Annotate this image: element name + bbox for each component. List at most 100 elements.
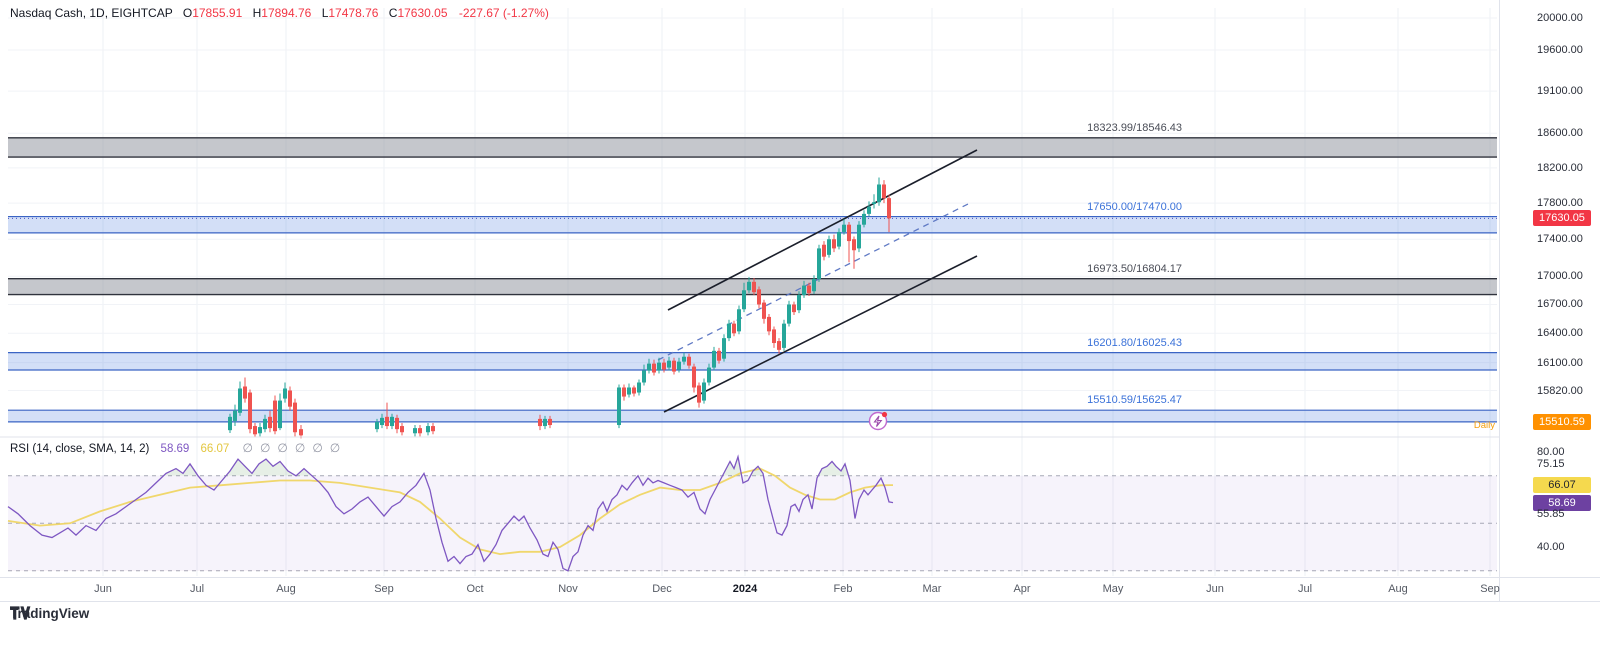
candle-body xyxy=(722,338,726,359)
ohlc-close-key: C xyxy=(388,6,398,20)
symbol-legend[interactable]: Nasdaq Cash, 1D, EIGHTCAP O17855.91 H178… xyxy=(10,6,549,20)
circle-slash-icon[interactable]: ∅ xyxy=(259,441,278,455)
candle-body xyxy=(632,387,636,394)
candle-body xyxy=(857,224,861,249)
zone-blue xyxy=(8,410,1497,422)
candle-body xyxy=(642,370,646,383)
candle-body xyxy=(273,400,277,432)
time-tick-label: Jul xyxy=(1297,583,1313,595)
rsi-line xyxy=(7,454,894,572)
candle-body xyxy=(837,231,841,247)
candle-body xyxy=(792,304,796,313)
tradingview-mark-icon xyxy=(10,606,31,620)
trendline[interactable] xyxy=(663,255,978,413)
rsi-current-value: 58.69 xyxy=(160,443,190,455)
tradingview-logo[interactable]: TradingView xyxy=(10,606,89,621)
trendline[interactable] xyxy=(667,149,978,311)
rsi-tick-label: 40.00 xyxy=(1537,541,1565,553)
price-tick-label: 15820.00 xyxy=(1537,384,1583,397)
time-tick-label: Nov xyxy=(558,583,578,595)
candle-body xyxy=(697,385,701,403)
candle-body xyxy=(431,426,435,432)
candle-body xyxy=(727,323,731,339)
candle-body xyxy=(538,418,542,427)
candle-body xyxy=(426,426,430,433)
circle-slash-icon[interactable]: ∅ xyxy=(242,441,260,455)
candle-body xyxy=(682,356,686,362)
candle-body xyxy=(757,289,761,305)
alert-marker-icon[interactable] xyxy=(868,411,888,431)
time-tick-label: Feb xyxy=(833,583,853,595)
candle-body xyxy=(707,367,711,383)
time-tick-label: Dec xyxy=(652,583,672,595)
symbol-title[interactable]: Nasdaq Cash, 1D, EIGHTCAP xyxy=(10,6,173,20)
last-price-chip: 17630.05 xyxy=(1533,210,1591,226)
channel-midline[interactable] xyxy=(657,201,973,361)
circle-slash-icon[interactable]: ∅ xyxy=(277,441,295,455)
candle-body xyxy=(375,421,379,430)
candle-body xyxy=(395,417,399,430)
zone-label: 18323.99/18546.43 xyxy=(1087,121,1182,134)
plot-area[interactable]: 18323.99/18546.43 17650.00/17470.00 16973.… xyxy=(0,0,1500,577)
alert-marker-part xyxy=(873,415,883,427)
candle-body xyxy=(802,285,806,296)
circle-slash-icon[interactable]: ∅ xyxy=(294,441,313,455)
rsi-ma-line xyxy=(7,467,894,556)
candle-body xyxy=(248,392,252,430)
candle-body xyxy=(747,281,751,291)
candle-body xyxy=(548,418,552,426)
ohlc-open-key: O xyxy=(182,6,193,20)
rsi-title[interactable]: RSI (14, close, SMA, 14, 2) xyxy=(10,443,150,455)
price-tick-label: 17000.00 xyxy=(1537,270,1583,283)
candle-body xyxy=(390,416,394,427)
price-axis[interactable]: 17630.05 15510.59 66.07 58.69 20000.00 19… xyxy=(1500,0,1600,601)
time-tick-label: May xyxy=(1102,583,1124,595)
candle-body xyxy=(827,239,831,255)
candle-body xyxy=(278,400,282,429)
candle-body xyxy=(832,239,836,249)
price-tick-label: 18600.00 xyxy=(1537,127,1583,140)
circle-slash-icon[interactable]: ∅ xyxy=(329,441,348,455)
rsi-tick-label: 80.00 xyxy=(1537,446,1565,458)
circle-slash-icon[interactable]: ∅ xyxy=(312,441,330,455)
rsi-legend[interactable]: RSI (14, close, SMA, 14, 2) 58.69 66.07 … xyxy=(10,441,347,455)
tradingview-logo-text: TradingView xyxy=(10,606,90,621)
time-tick-label: Sep xyxy=(1480,583,1500,595)
rsi-value-chip: 58.69 xyxy=(1533,495,1591,511)
zone-label: 16973.50/16804.17 xyxy=(1087,262,1182,275)
candle-body xyxy=(807,285,811,294)
candle-body xyxy=(293,402,297,433)
candle-body xyxy=(872,202,876,205)
candle-body xyxy=(652,363,656,373)
rsi-ma-chip: 66.07 xyxy=(1533,477,1591,493)
zone-gray xyxy=(8,137,1497,158)
candle-body xyxy=(400,426,404,433)
alert-marker-part xyxy=(881,411,888,418)
candle-body xyxy=(627,387,631,395)
change-value: -227.67 (-1.27%) xyxy=(458,6,549,20)
time-tick-label: Mar xyxy=(922,583,942,595)
candle-body xyxy=(862,213,866,225)
ohlc-high-value: 17894.76 xyxy=(261,6,312,20)
price-tick-label: 17400.00 xyxy=(1537,233,1583,246)
time-tick-label: Sep xyxy=(374,583,394,595)
candle-body xyxy=(877,184,881,203)
candle-body xyxy=(299,429,303,436)
time-tick-label: Jun xyxy=(1206,583,1224,595)
indicator-action-icons[interactable]: ∅∅∅∅∅∅ xyxy=(243,441,348,455)
candle-body xyxy=(288,390,292,407)
time-tick-label: Jul xyxy=(189,583,205,595)
candle-body xyxy=(762,302,766,319)
candle-body xyxy=(742,290,746,310)
price-tick-label: 19600.00 xyxy=(1537,44,1583,57)
candle-body xyxy=(777,341,781,350)
candle-body xyxy=(687,356,691,366)
time-axis[interactable]: Jun Jul Aug Sep Oct Nov Dec 2024 Feb Mar Apr May Jun… xyxy=(0,578,1500,601)
candle-body xyxy=(662,362,666,370)
candle-body xyxy=(672,360,676,372)
price-tick-label: 16400.00 xyxy=(1537,327,1583,340)
candle-body xyxy=(243,386,247,399)
ohlc-low-key: L xyxy=(321,6,329,20)
